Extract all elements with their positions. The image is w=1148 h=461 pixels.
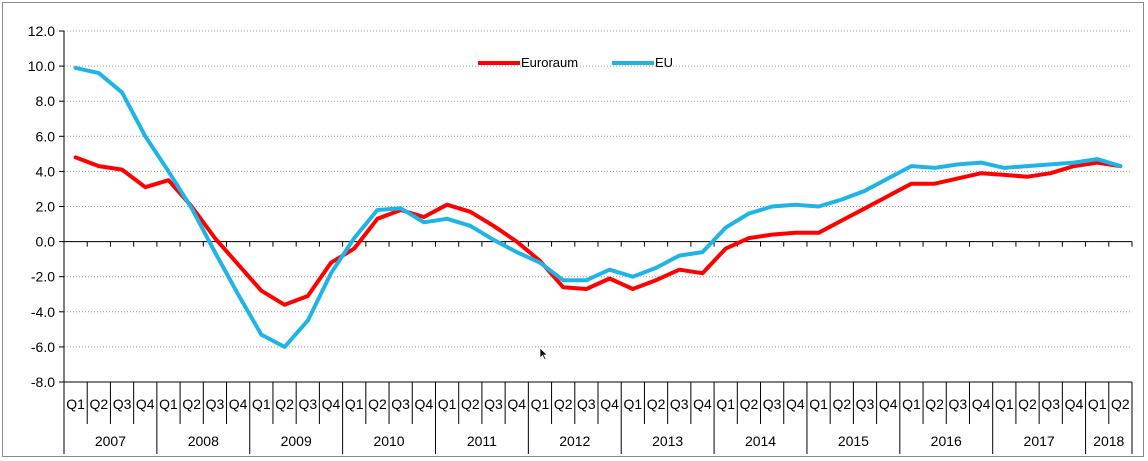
quarter-label: Q2	[89, 396, 108, 412]
quarter-label: Q2	[832, 396, 851, 412]
quarter-label: Q3	[484, 396, 503, 412]
quarter-label: Q2	[275, 396, 294, 412]
quarter-label: Q1	[66, 396, 85, 412]
quarter-label: Q3	[763, 396, 782, 412]
quarter-label: Q1	[531, 396, 550, 412]
quarter-label: Q3	[856, 396, 875, 412]
quarter-label: Q3	[298, 396, 317, 412]
year-label: 2009	[281, 433, 312, 449]
year-label: 2014	[745, 433, 776, 449]
y-tick-label: 6.0	[36, 128, 56, 144]
y-tick-label: -6.0	[31, 339, 55, 355]
quarter-label: Q4	[229, 396, 248, 412]
year-label: 2007	[95, 433, 126, 449]
year-label: 2016	[931, 433, 962, 449]
quarter-label: Q4	[507, 396, 526, 412]
quarter-label: Q1	[252, 396, 271, 412]
mouse-pointer-icon	[539, 347, 549, 361]
quarter-label: Q3	[577, 396, 596, 412]
year-label: 2013	[652, 433, 683, 449]
quarter-label: Q4	[879, 396, 898, 412]
year-label: 2011	[467, 433, 497, 449]
quarter-label: Q3	[113, 396, 132, 412]
quarter-label: Q3	[1041, 396, 1060, 412]
series-line-eu	[73, 65, 1123, 349]
year-label: 2018	[1093, 433, 1124, 449]
quarter-label: Q2	[554, 396, 573, 412]
quarter-label: Q2	[461, 396, 480, 412]
gridlines	[64, 30, 1132, 383]
quarter-label: Q1	[345, 396, 364, 412]
y-tick-label: 2.0	[36, 199, 56, 215]
quarter-label: Q2	[647, 396, 666, 412]
quarter-label: Q2	[925, 396, 944, 412]
quarter-label: Q4	[972, 396, 991, 412]
quarter-label: Q1	[809, 396, 828, 412]
y-tick-label: 8.0	[36, 93, 56, 109]
y-tick-label: -8.0	[31, 374, 55, 390]
series-line-euroraum	[73, 155, 1123, 307]
quarter-label: Q3	[206, 396, 225, 412]
quarter-label: Q4	[322, 396, 341, 412]
series-lines	[73, 65, 1123, 349]
y-tick-label: -2.0	[31, 269, 55, 285]
quarter-label: Q4	[600, 396, 619, 412]
y-axis-ticks: 12.0 10.0 8.0 6.0 4.0 2.0 0.0 -2.0 -4.0 -6.0 -8.0	[28, 23, 64, 390]
legend: Euroraum EU	[478, 55, 673, 70]
quarter-label: Q2	[182, 396, 201, 412]
quarter-label: Q1	[716, 396, 735, 412]
y-tick-label: -4.0	[31, 304, 55, 320]
quarter-label: Q1	[159, 396, 178, 412]
legend-label-euroraum: Euroraum	[521, 55, 578, 70]
year-label: 2017	[1024, 433, 1055, 449]
quarter-label: Q4	[786, 396, 805, 412]
x-axis-categories: Q1 Q2 Q3 Q4 Q1 Q2 Q3 Q4 Q1 Q2 Q3 Q4 Q1 Q2 Q3 Q4 Q1 Q2 Q3 Q4…	[63, 381, 1133, 454]
quarter-label: Q3	[949, 396, 968, 412]
y-tick-label: 12.0	[28, 23, 55, 39]
y-tick-label: 0.0	[36, 234, 56, 250]
quarter-label: Q4	[415, 396, 434, 412]
year-label: 2010	[373, 433, 404, 449]
quarter-label: Q1	[438, 396, 457, 412]
quarter-label: Q1	[623, 396, 642, 412]
year-label: 2015	[838, 433, 869, 449]
year-label: 2008	[188, 433, 219, 449]
y-tick-label: 4.0	[36, 163, 56, 179]
quarter-label: Q1	[902, 396, 921, 412]
quarter-label: Q3	[670, 396, 689, 412]
y-tick-label: 10.0	[28, 58, 55, 74]
quarter-label: Q1	[1088, 396, 1107, 412]
quarter-label: Q3	[391, 396, 410, 412]
quarter-label: Q4	[136, 396, 155, 412]
year-label: 2012	[559, 433, 590, 449]
quarter-label: Q2	[740, 396, 759, 412]
quarter-label: Q4	[1065, 396, 1084, 412]
quarter-label: Q2	[1111, 396, 1130, 412]
quarter-label: Q4	[693, 396, 712, 412]
legend-label-eu: EU	[655, 55, 673, 70]
quarter-label: Q1	[995, 396, 1014, 412]
quarter-label: Q2	[1018, 396, 1037, 412]
quarter-label: Q2	[368, 396, 387, 412]
